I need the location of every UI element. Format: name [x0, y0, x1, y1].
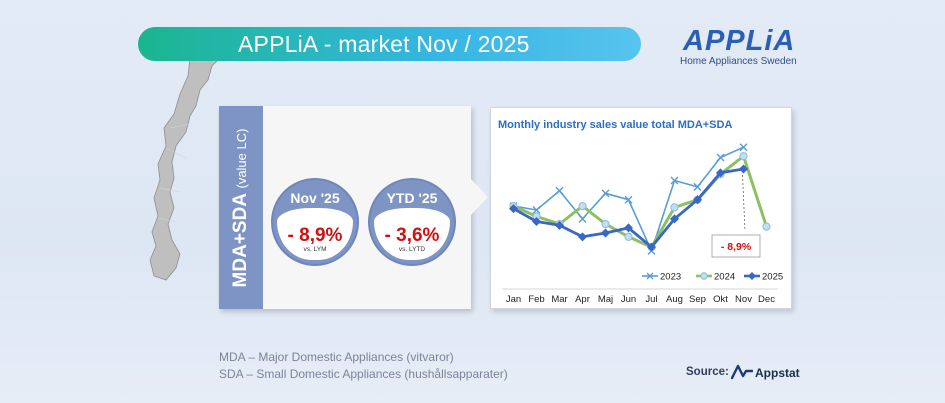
x-tick-label: Dec	[758, 294, 775, 305]
x-tick-label: Maj	[598, 294, 613, 305]
panel-pointer-arrow	[470, 178, 488, 216]
logo-subtitle: Home Appliances Sweden	[680, 56, 797, 67]
vertical-title-sub: (value LC)	[234, 128, 249, 189]
point-2025	[555, 220, 564, 230]
point-2024	[739, 152, 748, 161]
x-tick-label: Nov	[735, 294, 752, 305]
kpi-badge-ytd: YTD '25 - 3,6% vs. LYTD	[368, 178, 456, 266]
point-2023	[670, 176, 679, 185]
kpi-value: - 8,9%	[287, 225, 343, 246]
point-2024	[670, 203, 679, 212]
point-2024	[624, 232, 633, 241]
panel-vertical-title: MDA+SDA (value LC)	[230, 129, 252, 288]
footnote-mda: MDA – Major Domestic Appliances (vitvaro…	[219, 350, 454, 364]
point-2023	[739, 143, 748, 152]
x-tick-label: Mar	[551, 294, 567, 305]
point-2025	[693, 195, 702, 205]
source-label: Source:	[686, 366, 729, 378]
title-banner	[138, 27, 641, 61]
sweden-map-icon	[149, 29, 221, 281]
point-2024	[762, 222, 771, 231]
x-tick-label: Okt	[713, 294, 728, 305]
kpi-note: vs. LYM	[303, 246, 327, 253]
point-2025	[532, 216, 541, 226]
x-tick-label: Apr	[575, 294, 590, 305]
legend-label-2023: 2023	[660, 272, 681, 283]
kpi-badge-month: Nov '25 - 8,9% vs. LYM	[271, 178, 359, 266]
legend-label-2024: 2024	[714, 272, 735, 283]
point-2023	[716, 153, 725, 162]
footnote-sda: SDA – Small Domestic Appliances (hushåll…	[219, 367, 508, 381]
x-tick-label: Jun	[621, 294, 636, 305]
x-tick-label: Jul	[645, 294, 657, 305]
x-tick-label: Jan	[506, 294, 521, 305]
applia-logo: APPLiA	[683, 25, 796, 57]
legend-marker-2023	[646, 272, 654, 280]
panel-side-bar	[219, 106, 263, 309]
point-2025	[578, 232, 587, 242]
x-tick-label: Aug	[666, 294, 683, 305]
kpi-label: YTD '25	[386, 190, 438, 206]
x-tick-label: Sep	[689, 294, 706, 305]
point-2025	[509, 204, 518, 214]
x-tick-label: Feb	[528, 294, 544, 305]
appstat-name: Appstat	[755, 366, 800, 380]
chart-title: Monthly industry sales value total MDA+S…	[498, 119, 732, 131]
vertical-title-main: MDA+SDA	[230, 192, 251, 288]
kpi-note: vs. LYTD	[398, 246, 426, 253]
annotation-label: - 8,9%	[721, 241, 752, 253]
page-title: APPLiA - market Nov / 2025	[238, 31, 530, 57]
series-line-2024	[512, 154, 768, 249]
point-2025	[739, 164, 748, 174]
point-2023	[624, 195, 633, 204]
legend-marker-2025	[748, 272, 756, 280]
kpi-label: Nov '25	[290, 190, 340, 206]
annotation-leader	[742, 174, 746, 232]
kpi-value: - 3,6%	[384, 225, 440, 246]
point-2025	[647, 242, 656, 252]
point-2023	[693, 182, 702, 191]
point-2023	[532, 205, 541, 214]
chart-container	[490, 107, 792, 309]
point-2024	[601, 219, 610, 229]
point-2025	[601, 228, 610, 238]
appstat-logo-icon	[731, 364, 753, 380]
legend-marker-2024	[700, 272, 708, 280]
point-2025	[716, 168, 725, 178]
point-2023	[555, 186, 564, 195]
point-2023	[601, 189, 610, 198]
point-2023	[578, 214, 587, 223]
legend-label-2025: 2025	[762, 272, 783, 283]
point-2025	[624, 223, 633, 233]
sales-line-chart: Monthly industry sales value total MDA+S…	[498, 119, 783, 305]
annotation-box	[711, 234, 761, 258]
point-2025	[670, 214, 679, 224]
point-2024	[578, 202, 587, 211]
